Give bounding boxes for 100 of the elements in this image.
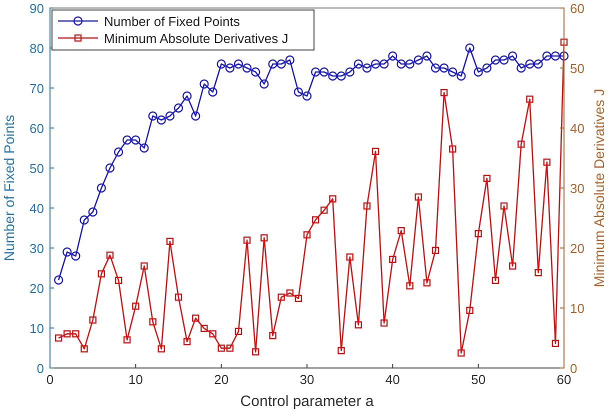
- point: [148, 111, 158, 121]
- point: [200, 79, 209, 89]
- point: [500, 202, 508, 210]
- x-tick-label: 20: [214, 372, 229, 387]
- x-tick-label: 50: [471, 372, 486, 387]
- point: [260, 234, 268, 242]
- point: [294, 294, 302, 302]
- point: [465, 43, 474, 53]
- point: [208, 87, 218, 97]
- point: [71, 251, 80, 261]
- point: [310, 67, 320, 77]
- point: [64, 330, 71, 338]
- point: [474, 67, 483, 77]
- point: [338, 347, 345, 354]
- point: [218, 344, 225, 352]
- point: [398, 227, 405, 234]
- x-tick-label: 10: [128, 372, 143, 387]
- y-tick-label: 60: [30, 121, 44, 136]
- point: [559, 51, 569, 61]
- point: [174, 294, 182, 301]
- point: [269, 332, 276, 340]
- y2-tick-label: 20: [570, 241, 584, 256]
- point: [98, 270, 105, 278]
- point: [534, 269, 542, 276]
- point: [329, 195, 336, 202]
- point: [80, 345, 88, 352]
- point: [225, 63, 234, 73]
- point: [106, 252, 114, 259]
- point: [432, 246, 440, 254]
- point: [276, 59, 286, 69]
- point: [483, 174, 490, 182]
- point: [414, 55, 423, 65]
- point: [312, 216, 320, 224]
- point: [105, 163, 115, 173]
- point: [372, 148, 380, 155]
- point: [482, 63, 492, 73]
- legend-label: Number of Fixed Points: [104, 14, 240, 29]
- point: [149, 318, 156, 326]
- point: [72, 330, 80, 338]
- point: [552, 340, 560, 347]
- point: [165, 111, 175, 121]
- point: [448, 67, 458, 77]
- point: [260, 79, 269, 89]
- y-tick-label: 40: [30, 201, 44, 216]
- y-tick-label: 70: [30, 81, 44, 96]
- point: [140, 143, 149, 153]
- point: [518, 140, 525, 148]
- point: [242, 63, 252, 73]
- point: [234, 328, 242, 335]
- point: [345, 67, 354, 77]
- point: [200, 324, 208, 332]
- y2-tick-label: 50: [570, 61, 584, 76]
- point: [362, 63, 372, 73]
- point: [251, 67, 260, 77]
- point: [370, 59, 380, 69]
- point: [423, 279, 431, 286]
- point: [466, 306, 474, 314]
- point: [439, 63, 449, 73]
- point: [88, 207, 98, 217]
- point: [166, 238, 174, 245]
- y-tick-label: 30: [30, 241, 44, 256]
- point: [405, 59, 414, 69]
- point: [389, 256, 396, 263]
- point: [96, 183, 106, 193]
- y-tick-label: 0: [36, 361, 44, 376]
- y-axis-title: Number of Fixed Points: [1, 114, 17, 262]
- point: [422, 51, 432, 61]
- x-axis-title: Control parameter a: [240, 393, 374, 410]
- point: [449, 145, 456, 153]
- y2-tick-label: 0: [570, 361, 578, 376]
- point: [526, 96, 534, 103]
- point: [243, 236, 251, 244]
- x-tick-label: 30: [300, 372, 314, 387]
- point: [509, 262, 516, 270]
- y2-tick-label: 40: [570, 121, 584, 136]
- y-tick-label: 20: [30, 281, 44, 296]
- point: [62, 247, 72, 257]
- point: [414, 193, 422, 201]
- point: [302, 91, 312, 101]
- point: [192, 314, 200, 322]
- point: [174, 103, 184, 113]
- point: [252, 348, 260, 356]
- point: [560, 38, 568, 46]
- point: [124, 336, 131, 344]
- point: [158, 345, 165, 352]
- point: [114, 147, 124, 157]
- point: [336, 71, 346, 81]
- y-tick-label: 90: [30, 1, 44, 16]
- point: [54, 275, 64, 285]
- point: [226, 344, 234, 352]
- point: [396, 59, 406, 69]
- point: [294, 87, 304, 97]
- y-tick-label: 80: [30, 41, 44, 56]
- point: [492, 276, 500, 284]
- point: [516, 63, 526, 73]
- point: [499, 55, 509, 65]
- point: [234, 59, 244, 69]
- point: [380, 319, 388, 327]
- x-tick-label: 0: [46, 372, 54, 387]
- y2-tick-label: 10: [570, 301, 584, 316]
